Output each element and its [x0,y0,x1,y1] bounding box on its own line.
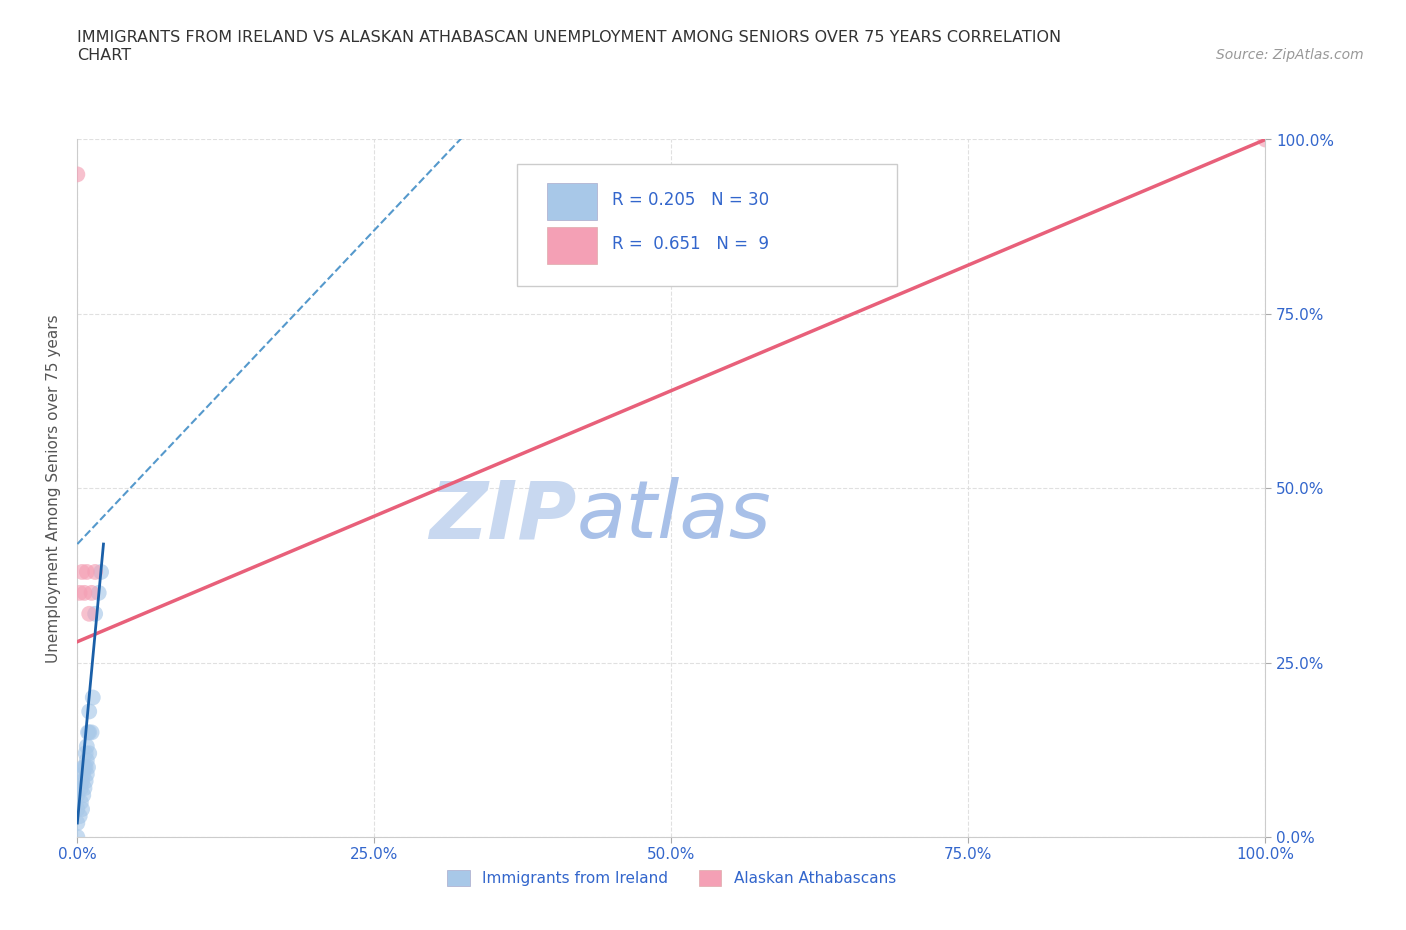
Point [75,760,97,775]
Point [73,586,96,601]
Point [80,586,103,601]
Point [84,606,107,621]
Point [66,816,89,830]
Text: R = 0.205   N = 30: R = 0.205 N = 30 [612,192,769,209]
Text: ZIP: ZIP [429,477,576,555]
Y-axis label: Unemployment Among Seniors over 75 years: Unemployment Among Seniors over 75 years [46,314,62,662]
Point [77,606,100,621]
Point [90,565,112,579]
Point [66,788,89,803]
Point [77,725,100,740]
Point [87,586,110,601]
Bar [547,183,596,219]
Point [66,830,89,844]
Point [70,802,93,817]
Point [76,766,98,781]
Point [76,565,98,579]
Point [84,565,107,579]
Point [66,802,89,817]
Bar [547,227,596,264]
Text: CHART: CHART [77,48,131,63]
Point [72,788,94,803]
Point [72,766,94,781]
Point [76,753,98,768]
Point [75,746,97,761]
Point [77,760,100,775]
Point [69,586,91,601]
Point [80,725,103,740]
Point [77,746,100,761]
Point [70,565,93,579]
Legend: Immigrants from Ireland, Alaskan Athabascans: Immigrants from Ireland, Alaskan Athabas… [440,864,903,892]
Point [73,781,96,796]
Point [69,809,91,824]
Point [82,690,104,705]
Point [72,760,94,775]
Point [1254,132,1277,147]
Text: Source: ZipAtlas.com: Source: ZipAtlas.com [1216,48,1364,62]
Point [77,704,100,719]
Text: atlas: atlas [576,477,770,555]
Point [77,725,100,740]
Text: R =  0.651   N =  9: R = 0.651 N = 9 [612,235,769,253]
Point [70,794,93,809]
Text: IMMIGRANTS FROM IRELAND VS ALASKAN ATHABASCAN UNEMPLOYMENT AMONG SENIORS OVER 75: IMMIGRANTS FROM IRELAND VS ALASKAN ATHAB… [77,30,1062,45]
Point [76,738,98,753]
Point [70,774,93,789]
Point [70,781,93,796]
Point [73,760,96,775]
Point [75,774,97,789]
FancyBboxPatch shape [517,164,897,286]
Point [66,167,89,182]
